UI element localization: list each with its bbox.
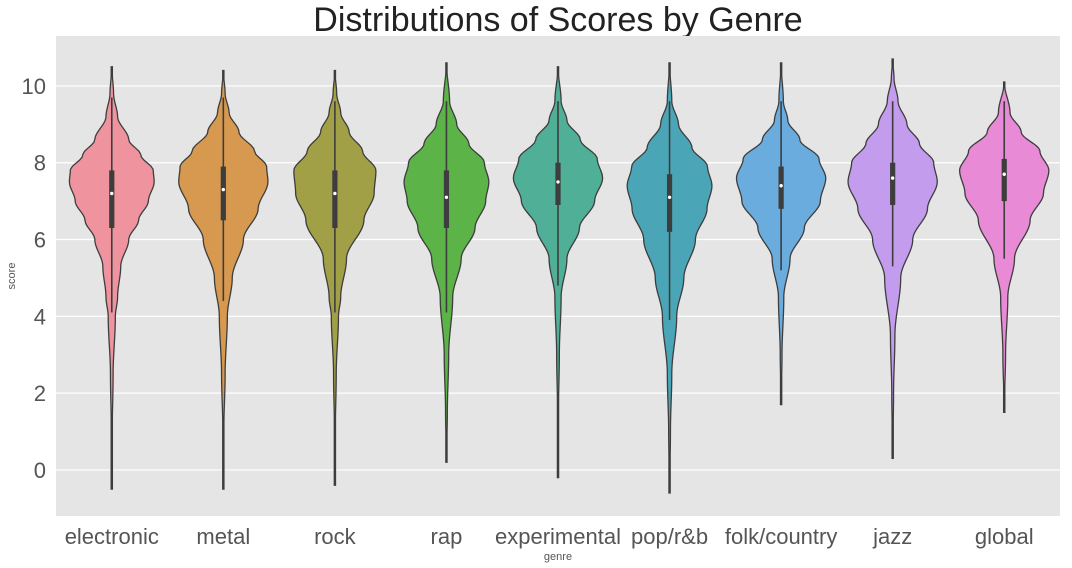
violin-median-point [110,191,114,196]
violin-metal [178,69,269,490]
x-axis-label: genre [544,551,572,563]
y-tick-label: 4 [34,304,46,329]
violin-global [958,81,1050,413]
x-tick-label: electronic [65,524,159,549]
violin-iqr-box [555,162,561,205]
violin-iqr-box [332,170,338,228]
y-tick-label: 8 [34,151,46,176]
y-tick-label: 0 [34,458,46,483]
x-tick-label: metal [196,524,250,549]
violin-experimental [512,66,604,479]
violin-median-point [556,180,560,184]
x-tick-label: pop/r&b [631,524,708,549]
x-tick-label: rap [431,524,463,549]
x-tick-label: global [975,524,1034,549]
x-tick-label: folk/country [725,524,838,549]
violin-median-point [1002,172,1006,176]
y-tick-label: 10 [22,74,46,99]
violin-median-point [333,191,337,196]
violin-median-point [779,184,783,188]
violin-iqr-box [778,166,784,209]
violin-rap [403,62,490,463]
violin-rock [293,69,377,486]
violin-iqr-box [666,174,673,232]
violin-electronic [68,66,155,490]
violin-median-point [221,187,226,192]
violin-iqr-box [1001,158,1007,202]
x-axis-ticks: electronic metal rock rap experimental pop/r&… [65,524,1034,549]
violin-median-point [667,195,672,199]
violin-median-point [444,195,449,199]
violins [68,58,1050,494]
violin-iqr-box [220,166,226,221]
violin-jazz [847,58,938,460]
violin-iqr-box [443,170,450,228]
violin-pop-r-b [626,62,713,494]
y-tick-label: 6 [34,228,46,253]
x-tick-label: rock [314,524,357,549]
chart-title: Distributions of Scores by Genre [313,1,803,39]
x-tick-label: experimental [495,524,621,549]
violin-iqr-box [109,170,115,228]
y-tick-label: 2 [34,381,46,406]
violin-iqr-box [890,162,896,205]
violin-median-point [890,176,895,180]
y-axis-label: score [6,263,18,290]
x-tick-label: jazz [872,524,912,549]
violin-folk-country [735,62,827,406]
y-axis-ticks: 0 2 4 6 8 10 [22,74,46,483]
